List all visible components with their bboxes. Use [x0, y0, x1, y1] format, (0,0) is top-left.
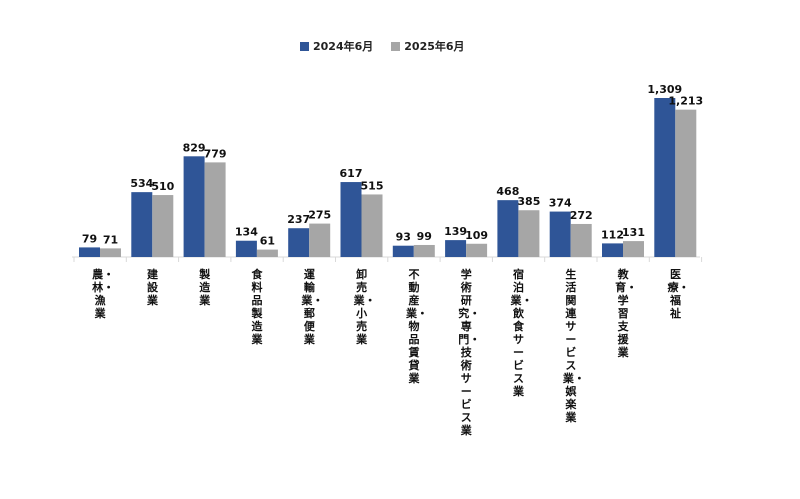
- data-label: 139: [444, 225, 467, 238]
- data-label: 275: [308, 209, 331, 222]
- chart-legend: 2024年6月 2025年6月: [300, 38, 465, 54]
- bar-2025: [466, 243, 488, 257]
- bar-2025: [518, 210, 540, 257]
- data-label: 134: [235, 226, 258, 239]
- bar-2024: [497, 200, 519, 257]
- category-label: 医療・福祉: [667, 268, 690, 320]
- data-label: 112: [601, 228, 624, 241]
- legend-swatch-2025: [391, 41, 401, 51]
- data-label: 131: [622, 226, 645, 239]
- data-label: 93: [396, 231, 411, 244]
- data-label: 385: [517, 195, 540, 208]
- data-label: 779: [204, 147, 227, 160]
- category-label: 建設業: [146, 268, 158, 307]
- bar-2025: [675, 109, 697, 257]
- data-label: 468: [496, 185, 519, 198]
- bar-2024: [654, 98, 676, 257]
- data-label: 99: [417, 230, 432, 243]
- data-label: 617: [340, 167, 363, 180]
- bar-2025: [256, 249, 278, 257]
- bar-2025: [413, 244, 435, 257]
- bar-2025: [309, 223, 331, 257]
- bar-2025: [100, 248, 121, 257]
- legend-item-2024: 2024年6月: [300, 38, 373, 54]
- category-label: 製造業: [199, 268, 211, 307]
- category-label: 学術研究・専門・技術サービス業: [458, 268, 481, 437]
- category-label: 宿泊業・飲食サービス業: [510, 268, 533, 398]
- bar-2024: [549, 211, 571, 257]
- category-label: 農・林・漁業: [92, 268, 115, 320]
- category-label: 運輸業・郵便業: [301, 268, 324, 346]
- data-label: 71: [103, 233, 118, 246]
- data-label: 237: [287, 213, 310, 226]
- legend-item-2025: 2025年6月: [391, 38, 465, 54]
- category-label: 卸売業・小売業: [353, 268, 376, 346]
- bar-2025: [152, 195, 174, 257]
- legend-label-2025: 2025年6月: [404, 40, 465, 53]
- data-label: 1,213: [668, 95, 703, 108]
- bar-2025: [570, 223, 592, 257]
- legend-swatch-2024: [300, 41, 309, 51]
- bar-2024: [288, 228, 310, 257]
- bar-2024: [79, 247, 100, 257]
- bar-2024: [392, 245, 414, 257]
- data-label: 79: [82, 232, 97, 245]
- bar-2024: [602, 243, 623, 257]
- bar-2024: [183, 156, 205, 257]
- data-label: 109: [465, 229, 488, 242]
- data-label: 61: [260, 235, 275, 248]
- data-label: 534: [130, 177, 153, 190]
- data-label: 374: [549, 197, 572, 210]
- category-label: 生活関連サービス業・娯楽業: [562, 268, 585, 424]
- bar-2025: [361, 194, 383, 257]
- bar-2024: [340, 182, 362, 257]
- bar-2025: [623, 241, 644, 257]
- bar-2024: [445, 240, 467, 257]
- data-label: 1,309: [647, 83, 682, 96]
- data-label: 510: [151, 180, 174, 193]
- category-label: 食料品製造業: [251, 268, 263, 346]
- bar-2025: [204, 162, 226, 257]
- bar-2024: [235, 240, 257, 257]
- legend-label-2024: 2024年6月: [313, 40, 374, 53]
- data-label: 515: [361, 179, 384, 192]
- category-label: 不動産業・物品賃貸業: [405, 268, 428, 385]
- category-label: 教育・学習支援業: [615, 268, 638, 359]
- data-label: 272: [570, 209, 593, 222]
- data-label: 829: [183, 141, 206, 154]
- bar-2024: [131, 192, 153, 257]
